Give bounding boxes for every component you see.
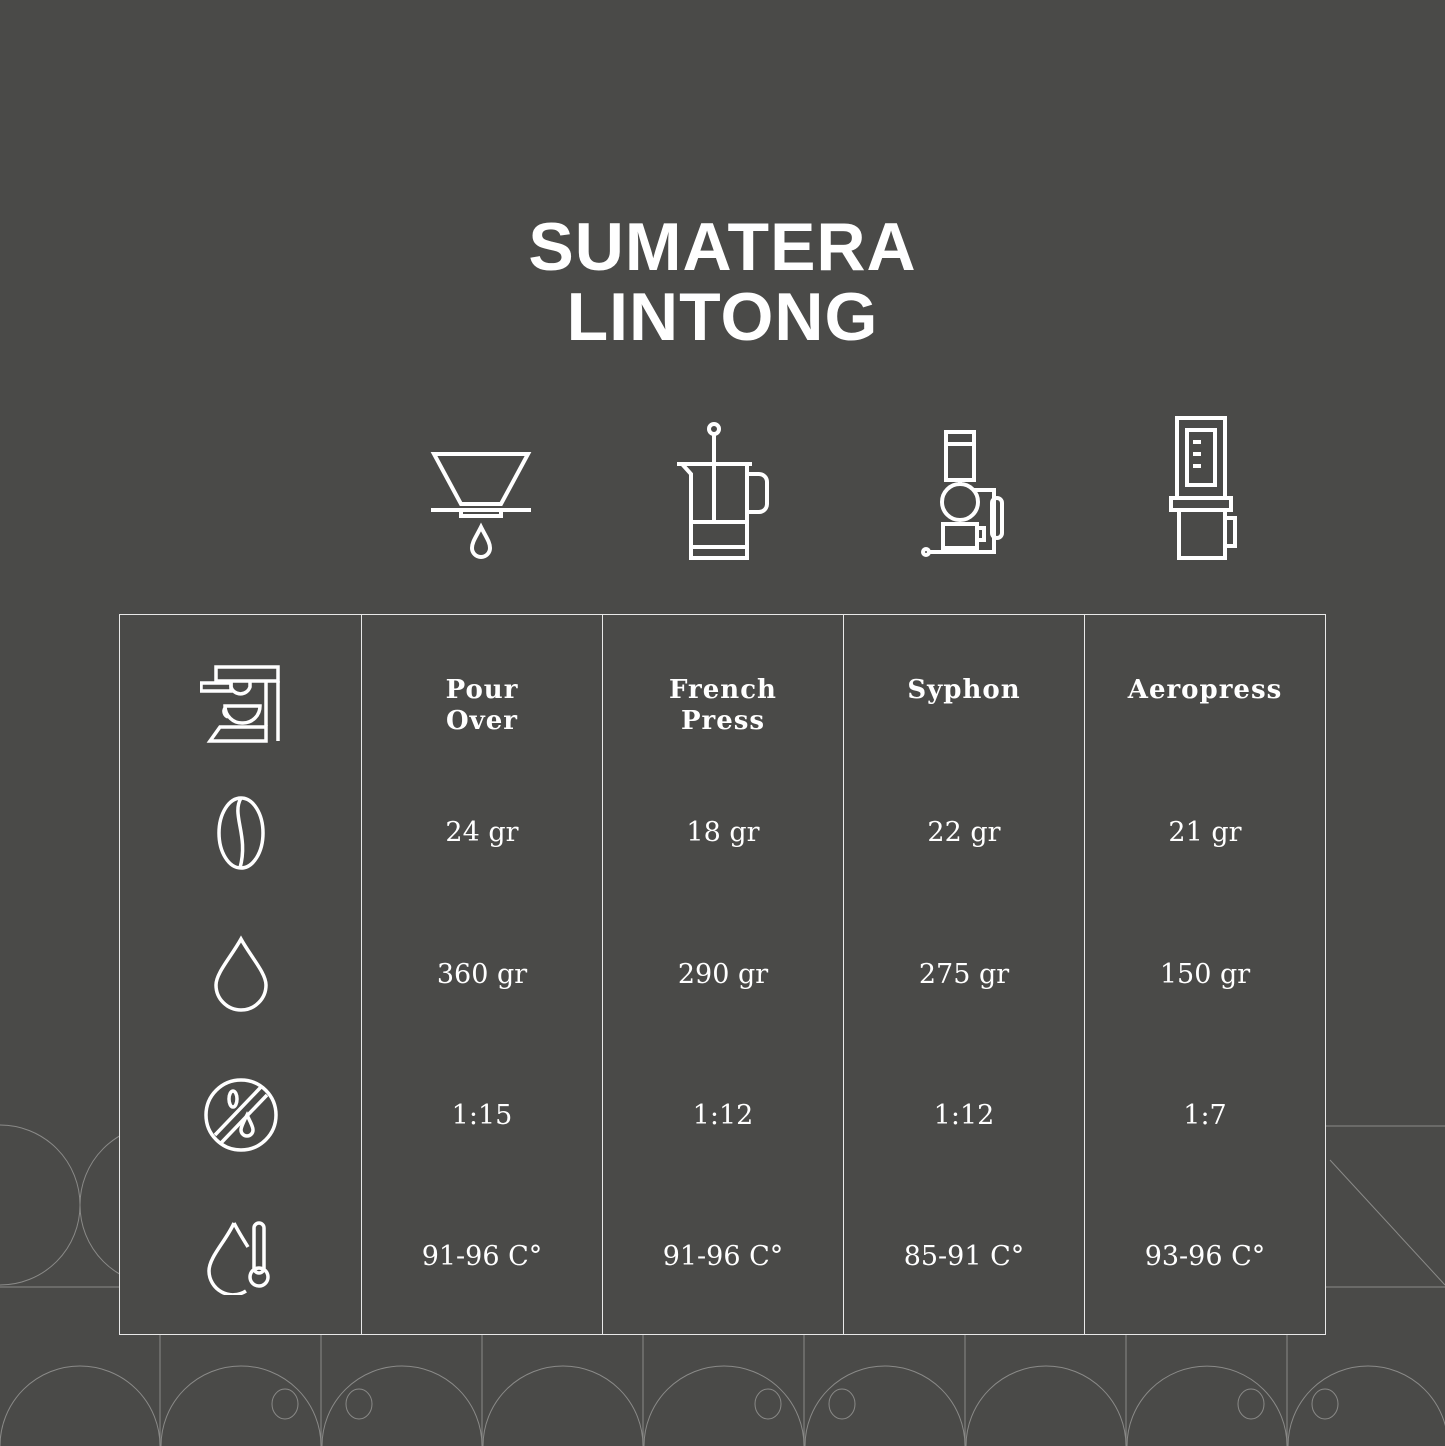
method-name-line: Pour xyxy=(445,675,519,705)
coffee-amount: 24 gr xyxy=(445,817,519,848)
method-column-pour-over: Pour Over 24 gr 360 gr 1:15 91-96 C° xyxy=(361,615,602,1334)
pattern-arc xyxy=(160,1365,322,1446)
syphon-icon xyxy=(921,430,1004,557)
water-temperature: 91-96 C° xyxy=(662,1241,784,1272)
pattern-arc xyxy=(482,1365,644,1446)
pattern-dot xyxy=(271,1388,299,1420)
water-temperature-icon xyxy=(206,1221,270,1295)
method-name-line: Press xyxy=(680,706,766,736)
title-line-1: SUMATERA xyxy=(528,209,917,285)
pattern-arc xyxy=(965,1365,1127,1446)
pattern-dot xyxy=(345,1388,373,1420)
pattern-dot xyxy=(828,1388,856,1420)
ratio-icon xyxy=(203,1078,278,1152)
coffee-amount: 18 gr xyxy=(686,817,760,848)
pattern-arc xyxy=(321,1365,483,1446)
pattern-arc xyxy=(804,1365,966,1446)
method-name-line: French xyxy=(669,675,777,705)
pattern-dot xyxy=(754,1388,782,1420)
method-name-line: Aeropress xyxy=(1127,675,1283,705)
water-amount: 150 gr xyxy=(1159,959,1251,990)
method-name: French Press xyxy=(603,675,843,737)
pattern-arc xyxy=(643,1365,805,1446)
water-temperature: 85-91 C° xyxy=(903,1241,1025,1272)
method-name: Syphon xyxy=(844,675,1084,706)
water-temperature: 93-96 C° xyxy=(1144,1241,1266,1272)
coffee-amount: 22 gr xyxy=(927,817,1001,848)
water-temperature: 91-96 C° xyxy=(421,1241,543,1272)
method-column-aeropress: Aeropress 21 gr 150 gr 1:7 93-96 C° xyxy=(1084,615,1325,1334)
water-drop-icon xyxy=(213,935,268,1012)
pattern-dot xyxy=(1311,1388,1339,1420)
method-name-line: Over xyxy=(446,706,518,736)
aeropress-icon xyxy=(1169,416,1237,560)
coffee-bean-icon xyxy=(216,796,265,870)
method-column-french-press: French Press 18 gr 290 gr 1:12 91-96 C° xyxy=(602,615,843,1334)
method-name: Pour Over xyxy=(362,675,602,737)
water-amount: 360 gr xyxy=(436,959,528,990)
pattern-arc xyxy=(1126,1365,1288,1446)
water-amount: 290 gr xyxy=(677,959,769,990)
row-icons-column xyxy=(120,615,361,1334)
brew-ratio: 1:12 xyxy=(692,1100,754,1131)
french-press-icon xyxy=(677,422,769,560)
method-column-syphon: Syphon 22 gr 275 gr 1:12 85-91 C° xyxy=(843,615,1084,1334)
pattern-arc xyxy=(1287,1365,1445,1446)
coffee-machine-icon xyxy=(199,665,280,743)
brew-ratio: 1:12 xyxy=(933,1100,995,1131)
page-title: SUMATERA LINTONG xyxy=(0,212,1445,352)
brew-ratio: 1:15 xyxy=(451,1100,513,1131)
coffee-amount: 21 gr xyxy=(1168,817,1242,848)
title-line-2: LINTONG xyxy=(566,279,879,355)
water-amount: 275 gr xyxy=(918,959,1010,990)
pattern-dot xyxy=(1237,1388,1265,1420)
method-name-line: Syphon xyxy=(907,675,1021,705)
brew-guide-table: Pour Over 24 gr 360 gr 1:15 91-96 C° Fren… xyxy=(119,614,1326,1335)
pour-over-dripper-icon xyxy=(430,452,532,559)
method-name: Aeropress xyxy=(1085,675,1325,706)
brew-ratio: 1:7 xyxy=(1183,1100,1227,1131)
pattern-arc xyxy=(0,1365,161,1446)
